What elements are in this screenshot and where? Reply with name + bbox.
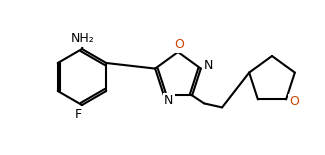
Text: O: O bbox=[289, 95, 299, 108]
Text: NH₂: NH₂ bbox=[71, 33, 95, 46]
Text: N: N bbox=[164, 94, 174, 107]
Text: N: N bbox=[204, 59, 214, 72]
Text: F: F bbox=[74, 108, 82, 120]
Text: O: O bbox=[174, 38, 184, 51]
